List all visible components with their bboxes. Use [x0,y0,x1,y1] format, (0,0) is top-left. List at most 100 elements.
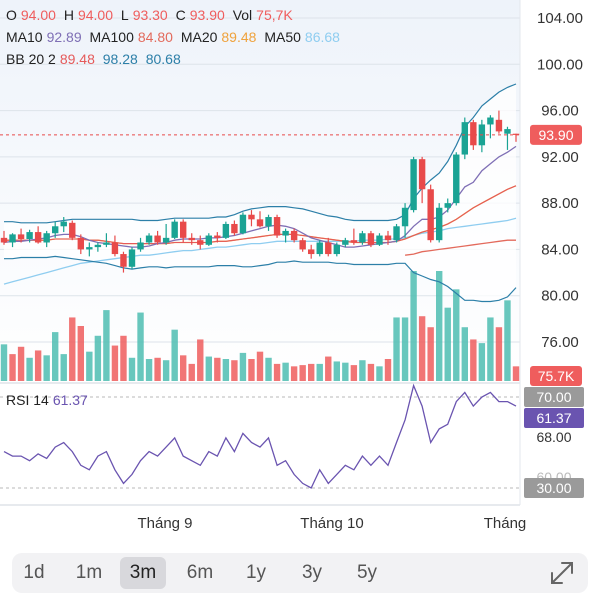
candle-body [282,230,289,236]
volume-bar [308,363,315,381]
volume-bar [333,361,340,381]
candle-body [444,203,451,208]
bb-upper-line [4,83,517,224]
candle-body [34,232,42,243]
volume-bar [9,354,16,381]
high-value: 94.00 [77,7,113,23]
volume-bar [111,345,119,381]
volume-label: Vol [232,7,253,23]
candle-body [222,223,230,238]
candle-body [145,235,153,243]
candle-body [43,233,50,243]
open-value: 94.00 [20,7,56,23]
rsi-value: 61.37 [52,392,88,408]
timeframe-1m[interactable]: 1m [75,562,103,583]
timeframe-1d[interactable]: 1d [23,562,45,583]
timeframe-3m[interactable]: 3m [120,557,166,589]
timeframe-1y[interactable]: 1y [245,562,267,583]
rsi-line [3,383,517,489]
ma100-value: 84.80 [137,29,173,45]
volume-bar [231,360,238,381]
rsi-tick-68: 68.00 [536,429,571,445]
open-label: O [6,7,17,23]
candle-body [214,235,221,238]
ma100-label: MA100 [89,29,134,45]
bb-label: BB 20 2 [6,51,56,67]
svg-text:93.90: 93.90 [538,127,573,143]
ma100-line [405,239,516,256]
candle-body [162,237,170,243]
rsi-label: RSI 14 [6,392,49,408]
volume-bar [17,346,25,381]
ohlc-line: O 94.00 H 94.00 L 93.30 C 93.90 Vol 75,7K [6,6,297,24]
price-tick-label: 100.00 [537,56,583,73]
candle-body [316,242,323,255]
price-tick-label: 84.00 [541,241,579,258]
ma50-value: 86.68 [304,29,340,45]
volume-bar [103,310,110,381]
candle-body [342,240,349,245]
volume-bar [0,344,8,381]
candle-body [350,240,358,243]
candle-body [512,133,520,135]
volume-bar [316,363,323,381]
volume-bar [359,360,366,381]
ma50-label: MA50 [264,29,301,45]
price-axis: 104.00 100.00 96.00 92.00 88.00 84.00 80.00 76.… [537,10,583,351]
expand-icon[interactable] [548,559,576,587]
volume-bar [86,351,93,381]
volume-bar [273,363,281,381]
volume-bar [197,339,204,381]
candle-body [77,237,84,250]
candle-body [401,207,409,227]
candle-body [265,217,272,227]
volume-bar [214,357,221,381]
low-label: L [120,7,129,23]
ma20-value: 89.48 [221,29,257,45]
time-tick-label: Tháng [484,515,527,532]
volume-bar [367,363,375,381]
candle-body [111,242,119,255]
candle-body [180,221,187,238]
candle-body [367,233,375,245]
candle-body [69,222,76,238]
volume-bar [256,351,264,381]
ma10-label: MA10 [6,29,43,45]
candle-body [299,240,306,250]
time-axis: Tháng 9 Tháng 10 Tháng [0,0,526,532]
timeframe-6m[interactable]: 6m [186,562,214,583]
timeframe-5y[interactable]: 5y [356,562,378,583]
candle-body [9,234,16,243]
ma10-value: 92.89 [46,29,82,45]
ma20-label: MA20 [180,29,218,45]
candle-body [231,223,238,234]
candle-body [325,242,332,255]
volume-bar [162,360,170,381]
candle-body [504,129,511,134]
candle-body [333,244,340,255]
volume-bar [128,357,136,381]
volume-bar [282,362,289,381]
bb-lower-value: 80.68 [145,51,181,67]
volume-bar [239,352,247,381]
volume-bar [137,312,144,381]
svg-text:75.7K: 75.7K [538,368,575,384]
candle-body [393,226,400,241]
bb-legend: BB 20 2 89.48 98.28 80.68 [6,50,185,68]
candle-body [120,254,127,267]
close-label: C [175,7,186,23]
price-tick-label: 76.00 [541,334,579,351]
candle-body [418,159,426,190]
timeframe-3y[interactable]: 3y [301,562,323,583]
price-tick-label: 104.00 [537,10,583,27]
volume-bar [384,359,392,381]
candle-body [94,244,102,248]
low-value: 93.30 [132,7,168,23]
price-badge: 93.90 [530,124,582,145]
candle-body [273,217,281,236]
volume-bar [77,326,84,381]
candle-body [239,214,247,234]
volume-bar [180,355,187,381]
